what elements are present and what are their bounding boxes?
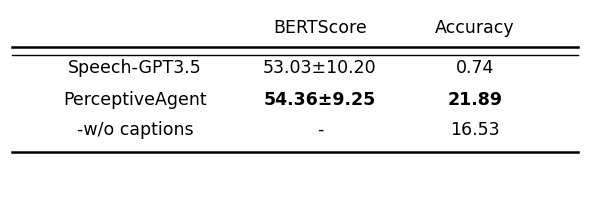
Text: 53.03±10.20: 53.03±10.20 xyxy=(263,59,377,77)
Text: PerceptiveAgent: PerceptiveAgent xyxy=(63,91,207,109)
Text: Accuracy: Accuracy xyxy=(435,19,515,37)
Text: Speech-GPT3.5: Speech-GPT3.5 xyxy=(68,59,202,77)
Text: 54.36±9.25: 54.36±9.25 xyxy=(264,91,376,109)
Text: -: - xyxy=(317,121,323,139)
Text: BERTScore: BERTScore xyxy=(273,19,367,37)
Text: 21.89: 21.89 xyxy=(447,91,503,109)
Text: 0.74: 0.74 xyxy=(456,59,494,77)
Text: 16.53: 16.53 xyxy=(450,121,500,139)
Text: -w/o captions: -w/o captions xyxy=(77,121,194,139)
